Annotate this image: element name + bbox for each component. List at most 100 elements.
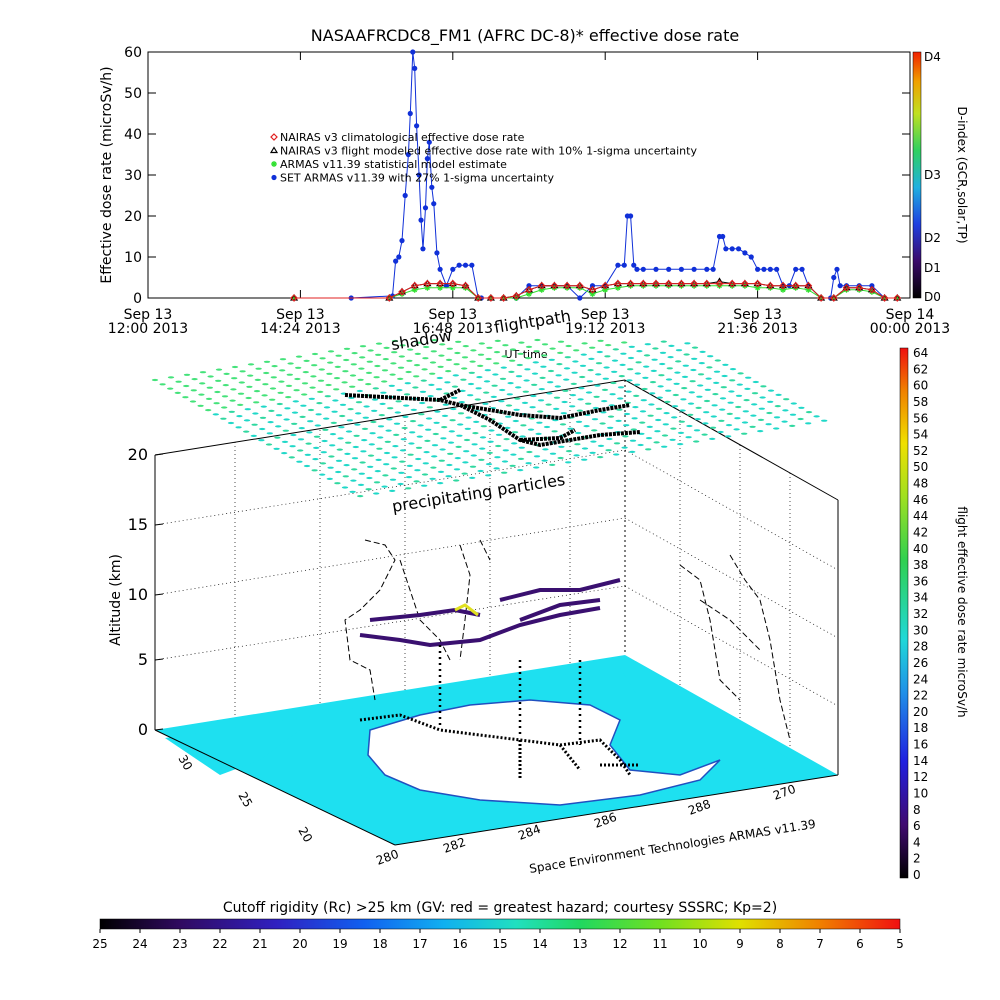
particle-mark — [349, 374, 357, 377]
particle-mark — [745, 376, 752, 379]
data-point — [614, 279, 622, 288]
particle-mark — [222, 384, 229, 387]
particle-mark — [446, 463, 453, 467]
particle-mark — [263, 360, 271, 363]
particle-mark — [275, 425, 282, 428]
particle-mark — [717, 430, 724, 434]
particle-mark — [524, 368, 531, 371]
particle-mark — [541, 343, 549, 346]
particle-mark — [632, 406, 639, 409]
particle-mark — [549, 452, 557, 455]
particle-mark — [683, 353, 690, 356]
particle-mark — [477, 469, 484, 473]
data-point — [487, 294, 495, 302]
particle-mark — [581, 447, 589, 450]
particle-mark — [726, 412, 733, 415]
particle-mark — [433, 421, 440, 424]
particle-mark — [767, 400, 774, 403]
particle-mark — [512, 419, 519, 423]
data-point — [631, 262, 637, 268]
particle-mark — [430, 466, 437, 469]
particle-mark — [515, 386, 522, 389]
particle-mark — [288, 456, 295, 459]
particle-mark — [381, 485, 388, 488]
particle-mark — [510, 453, 517, 456]
top-series-group — [289, 49, 902, 302]
particle-mark — [469, 360, 476, 363]
particle-mark — [520, 424, 527, 427]
particle-mark — [439, 343, 446, 346]
particle-mark — [320, 451, 327, 454]
particle-mark — [656, 396, 663, 399]
particle-mark — [414, 469, 421, 472]
particle-mark — [358, 472, 365, 475]
particle-mark — [215, 368, 223, 371]
particle-mark — [679, 409, 686, 412]
particle-mark — [587, 369, 594, 372]
particle-mark — [429, 361, 437, 364]
particle-mark — [597, 444, 605, 447]
particle-mark — [229, 399, 236, 402]
particle-mark — [734, 417, 741, 420]
particle-mark — [557, 340, 565, 343]
particle-mark — [689, 380, 696, 383]
data-point — [469, 262, 475, 268]
particle-mark — [437, 482, 444, 485]
particle-mark — [237, 403, 244, 406]
particle-mark — [250, 434, 257, 437]
flight-dose-tick-label: 44 — [913, 509, 928, 523]
particle-mark — [367, 454, 375, 457]
particle-mark — [330, 421, 337, 424]
particle-mark — [485, 463, 493, 466]
particle-mark — [326, 477, 333, 480]
particle-mark — [562, 389, 569, 392]
data-point — [855, 283, 864, 291]
particle-mark — [564, 356, 571, 359]
particle-mark — [516, 363, 523, 367]
particle-mark — [525, 462, 532, 465]
particle-mark — [308, 397, 315, 400]
particle-mark — [409, 431, 416, 434]
d-index-label: D3 — [924, 168, 941, 182]
data-point — [291, 295, 298, 301]
particle-mark — [215, 379, 222, 382]
particle-mark — [742, 410, 749, 413]
particle-mark — [423, 345, 430, 349]
particle-mark — [698, 362, 705, 365]
data-point — [426, 139, 432, 145]
particle-mark — [593, 395, 600, 398]
flight-dose-tick-label: 28 — [913, 640, 928, 654]
particle-mark — [190, 389, 197, 392]
data-point — [402, 192, 408, 199]
particle-mark — [325, 383, 332, 387]
data-point — [512, 292, 521, 300]
particle-mark — [578, 387, 585, 390]
particle-mark — [383, 346, 390, 349]
data-point — [416, 172, 422, 178]
particle-mark — [712, 393, 719, 396]
particle-mark — [713, 370, 721, 373]
particle-mark — [262, 383, 269, 386]
particle-mark — [752, 380, 759, 384]
particle-mark — [482, 402, 489, 405]
particle-mark — [378, 414, 385, 417]
particle-mark — [205, 397, 213, 400]
particle-mark — [391, 456, 398, 459]
data-point — [766, 281, 775, 290]
particle-mark — [183, 373, 191, 376]
data-point — [678, 266, 685, 272]
particle-mark — [659, 362, 666, 366]
particle-mark — [335, 459, 343, 462]
data-point — [424, 156, 430, 162]
particle-mark — [539, 376, 546, 379]
particle-mark — [744, 387, 751, 390]
particle-mark — [677, 431, 685, 434]
particle-mark — [611, 370, 618, 373]
particle-mark — [590, 440, 597, 443]
particle-mark — [379, 402, 386, 405]
particle-mark — [441, 426, 448, 429]
particle-mark — [261, 394, 268, 397]
particle-mark — [569, 394, 577, 397]
particle-mark — [213, 402, 220, 405]
particle-mark — [464, 427, 471, 430]
